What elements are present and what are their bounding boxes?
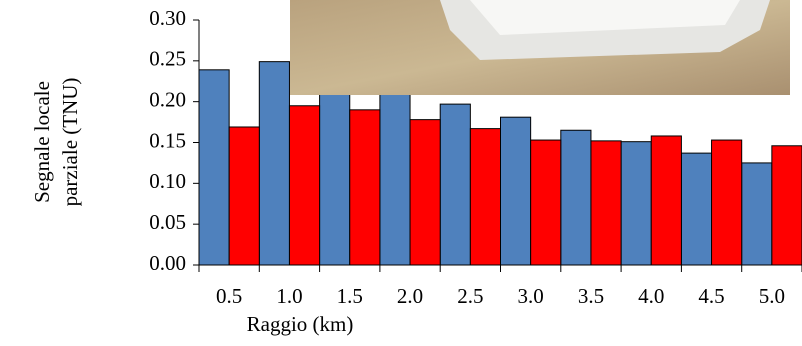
x-tick-label: 2.5 [457,284,483,308]
bar [289,106,319,265]
bar [621,142,651,265]
bar [440,104,470,265]
page: Raggio (km) Segnale locale parziale (TNU… [0,0,802,346]
bar [470,129,500,265]
bar [772,146,802,265]
x-tick-label: 5.0 [759,284,785,308]
x-tick-label: 3.5 [578,284,604,308]
x-tick-label: 3.0 [518,284,544,308]
bar [681,153,711,265]
x-axis-label: Raggio (km) [247,312,354,336]
bar [410,120,440,265]
y-tick-label: 0.25 [149,47,186,71]
x-tick-label: 1.5 [337,284,363,308]
y-tick-label: 0.00 [149,251,186,275]
bar [561,130,591,265]
bar [259,62,289,265]
x-tick-label: 0.5 [216,284,242,308]
x-tick-label: 4.0 [638,284,664,308]
bar [531,140,561,265]
bar [651,136,681,265]
y-tick-label: 0.10 [149,169,186,193]
y-tick-label: 0.05 [149,210,186,234]
x-tick-label: 2.0 [397,284,423,308]
bar [591,141,621,265]
bar [712,140,742,265]
y-axis-label: parziale (TNU) [58,78,82,207]
y-tick-label: 0.20 [149,87,186,111]
y-axis-label: Segnale locale [30,81,54,203]
bar [380,89,410,265]
x-tick-label: 4.5 [698,284,724,308]
chart: Raggio (km) Segnale locale parziale (TNU… [0,0,802,346]
bar [350,110,380,265]
bar [320,81,350,265]
bar [199,70,229,265]
bar [742,163,772,265]
y-tick-label: 0.15 [149,128,186,152]
bar [229,127,259,265]
bar [501,117,531,265]
photo [290,0,790,95]
y-tick-label: 0.30 [149,6,186,30]
x-tick-label: 1.0 [276,284,302,308]
